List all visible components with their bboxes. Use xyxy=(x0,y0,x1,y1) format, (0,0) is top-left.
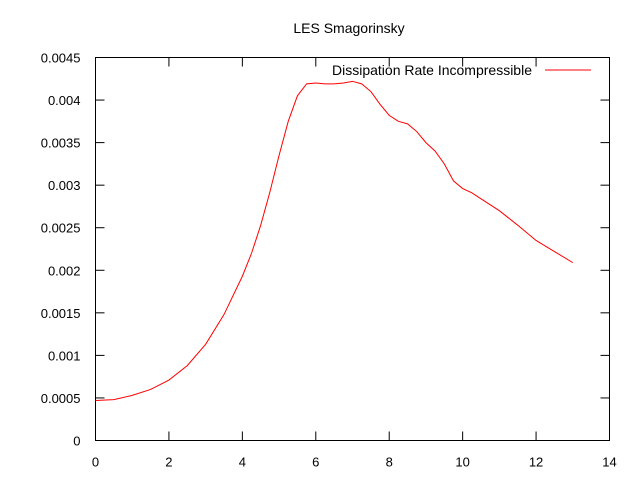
legend-label: Dissipation Rate Incompressible xyxy=(332,62,532,78)
legend: Dissipation Rate Incompressible xyxy=(332,62,591,78)
axis-ticks: 0 2 4 6 8 10 12 14 0 0.0005 0.001 0.0015 0.002 0.0025… xyxy=(41,51,617,470)
y-tick-label: 0.001 xyxy=(48,348,81,363)
y-tick-label: 0.002 xyxy=(48,263,81,278)
x-tick-label: 4 xyxy=(239,455,246,470)
y-tick-label: 0.0015 xyxy=(41,306,81,321)
y-tick-label: 0.0035 xyxy=(41,136,81,151)
series-group xyxy=(95,80,574,401)
x-tick-label: 2 xyxy=(165,455,172,470)
y-tick-label: 0.0005 xyxy=(41,391,81,406)
y-tick-label: 0.004 xyxy=(48,93,81,108)
x-tick-label: 6 xyxy=(312,455,319,470)
y-tick-label: 0.0025 xyxy=(41,221,81,236)
chart-title: LES Smagorinsky xyxy=(293,20,404,36)
x-tick-label: 14 xyxy=(602,455,616,470)
x-tick-label: 0 xyxy=(92,455,99,470)
y-tick-label: 0 xyxy=(73,434,80,449)
x-tick-label: 8 xyxy=(386,455,393,470)
y-tick-label: 0.0045 xyxy=(41,51,81,66)
series-line xyxy=(95,80,574,401)
y-tick-label: 0.003 xyxy=(48,178,81,193)
x-tick-label: 10 xyxy=(455,455,469,470)
plot-frame xyxy=(95,57,610,441)
x-tick-label: 12 xyxy=(529,455,543,470)
